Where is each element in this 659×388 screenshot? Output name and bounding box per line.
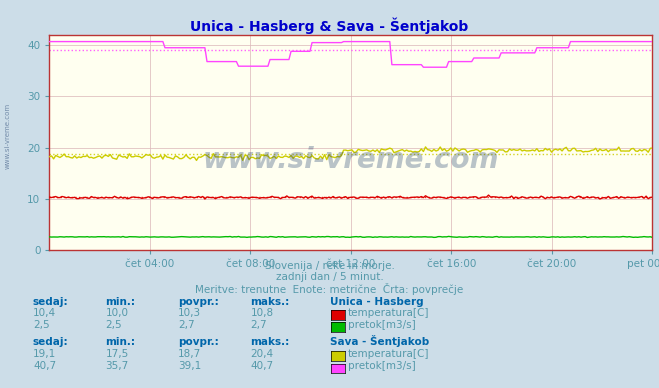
Text: 10,8: 10,8	[250, 308, 273, 318]
Text: 35,7: 35,7	[105, 361, 129, 371]
Text: sedaj:: sedaj:	[33, 296, 69, 307]
Text: povpr.:: povpr.:	[178, 337, 219, 347]
Text: 10,3: 10,3	[178, 308, 201, 318]
Text: 10,4: 10,4	[33, 308, 56, 318]
Text: pretok[m3/s]: pretok[m3/s]	[348, 320, 416, 330]
Text: 40,7: 40,7	[250, 361, 273, 371]
Text: 17,5: 17,5	[105, 349, 129, 359]
Text: 20,4: 20,4	[250, 349, 273, 359]
Text: 2,5: 2,5	[33, 320, 49, 330]
Text: zadnji dan / 5 minut.: zadnji dan / 5 minut.	[275, 272, 384, 282]
Text: min.:: min.:	[105, 296, 136, 307]
Text: 2,7: 2,7	[178, 320, 194, 330]
Text: min.:: min.:	[105, 337, 136, 347]
Text: sedaj:: sedaj:	[33, 337, 69, 347]
Text: Slovenija / reke in morje.: Slovenija / reke in morje.	[264, 261, 395, 271]
Text: maks.:: maks.:	[250, 337, 290, 347]
Text: Unica - Hasberg & Sava - Šentjakob: Unica - Hasberg & Sava - Šentjakob	[190, 17, 469, 34]
Text: Sava - Šentjakob: Sava - Šentjakob	[330, 335, 429, 347]
Text: 10,0: 10,0	[105, 308, 129, 318]
Text: Meritve: trenutne  Enote: metrične  Črta: povprečje: Meritve: trenutne Enote: metrične Črta: …	[195, 283, 464, 295]
Text: povpr.:: povpr.:	[178, 296, 219, 307]
Text: Unica - Hasberg: Unica - Hasberg	[330, 296, 423, 307]
Text: 40,7: 40,7	[33, 361, 56, 371]
Text: pretok[m3/s]: pretok[m3/s]	[348, 361, 416, 371]
Text: temperatura[C]: temperatura[C]	[348, 349, 430, 359]
Text: maks.:: maks.:	[250, 296, 290, 307]
Text: 19,1: 19,1	[33, 349, 56, 359]
Text: www.si-vreme.com: www.si-vreme.com	[5, 103, 11, 169]
Text: 18,7: 18,7	[178, 349, 201, 359]
Text: www.si-vreme.com: www.si-vreme.com	[203, 146, 499, 174]
Text: 2,7: 2,7	[250, 320, 267, 330]
Text: temperatura[C]: temperatura[C]	[348, 308, 430, 318]
Text: 2,5: 2,5	[105, 320, 122, 330]
Text: 39,1: 39,1	[178, 361, 201, 371]
